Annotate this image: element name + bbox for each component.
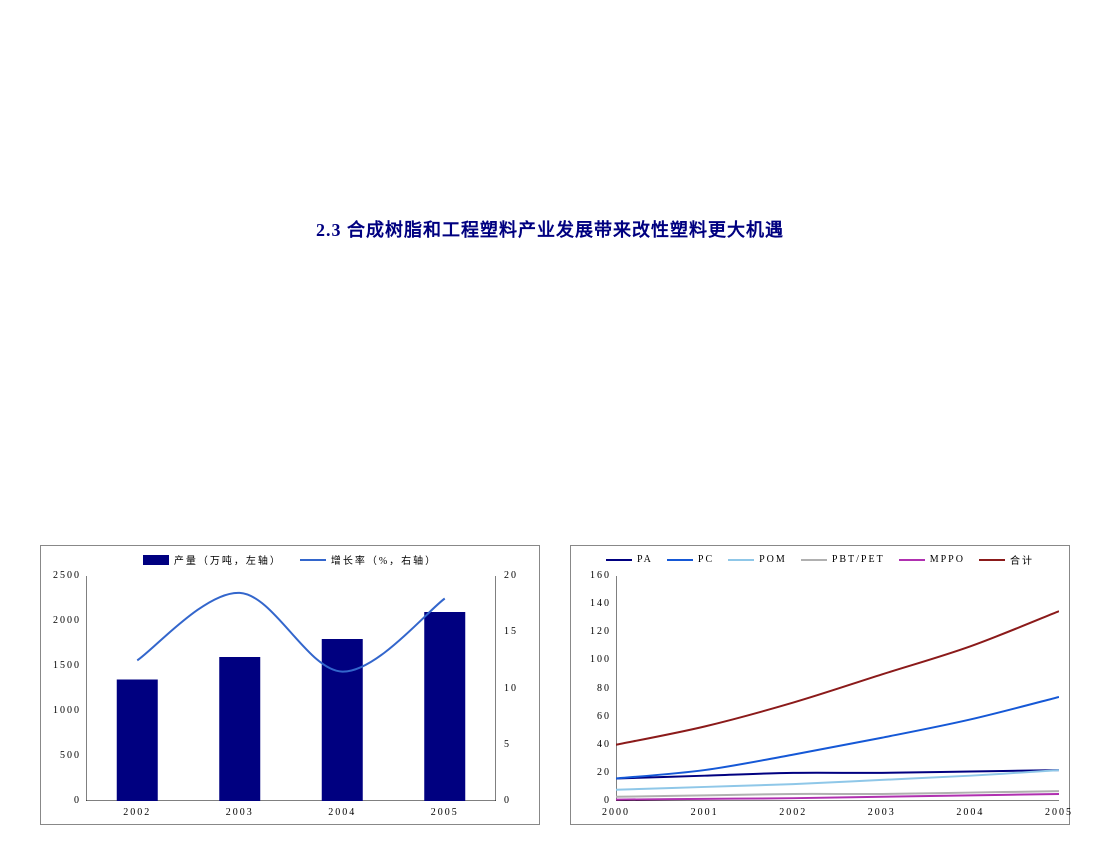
legend-label: MPPO	[930, 554, 965, 565]
y-left-tick-label: 1000	[46, 705, 81, 716]
right-plot-area: 0204060801001201401602000200120022003200…	[616, 576, 1059, 801]
x-tick-label: 2003	[862, 807, 902, 818]
y-tick-label: 60	[581, 711, 611, 722]
legend-label: POM	[759, 554, 787, 565]
y-tick-label: 80	[581, 683, 611, 694]
y-left-tick-label: 1500	[46, 660, 81, 671]
y-right-tick-label: 10	[504, 683, 518, 694]
charts-row: 产量（万吨，左轴）增长率（%，右轴） 050010001500200025000…	[40, 545, 1070, 825]
left-plot-area: 0500100015002000250005101520200220032004…	[86, 576, 496, 801]
legend-item: PBT/PET	[801, 552, 885, 567]
y-tick-label: 120	[581, 626, 611, 637]
x-tick-label: 2004	[950, 807, 990, 818]
y-tick-label: 20	[581, 767, 611, 778]
legend-swatch-line	[979, 559, 1005, 561]
bar	[219, 657, 260, 801]
legend-swatch-bar	[143, 555, 169, 565]
y-left-tick-label: 500	[46, 750, 81, 761]
y-left-tick-label: 2000	[46, 615, 81, 626]
legend-label: PC	[698, 554, 714, 565]
y-right-tick-label: 20	[504, 570, 518, 581]
legend-label: PA	[637, 554, 653, 565]
x-tick-label: 2005	[1039, 807, 1079, 818]
legend-item: PA	[606, 552, 653, 567]
legend-swatch-line	[300, 559, 326, 561]
legend-item: 产量（万吨，左轴）	[143, 552, 282, 567]
x-tick-label: 2002	[773, 807, 813, 818]
legend-item: PC	[667, 552, 714, 567]
bar	[424, 612, 465, 801]
right-chart-legend: PA PC POM PBT/PET MPPO 合计	[571, 546, 1069, 567]
series-line--	[616, 611, 1059, 745]
legend-item: POM	[728, 552, 787, 567]
legend-swatch-line	[606, 559, 632, 561]
x-tick-label: 2001	[685, 807, 725, 818]
x-tick-label: 2002	[117, 807, 157, 818]
section-heading-text: 2.3 合成树脂和工程塑料产业发展带来改性塑料更大机遇	[316, 220, 784, 240]
x-tick-label: 2004	[322, 807, 362, 818]
x-tick-label: 2003	[220, 807, 260, 818]
legend-swatch-line	[801, 559, 827, 561]
y-tick-label: 100	[581, 654, 611, 665]
series-line-pc	[616, 697, 1059, 779]
legend-label: 增长率（%，右轴）	[331, 552, 437, 567]
section-heading: 2.3 合成树脂和工程塑料产业发展带来改性塑料更大机遇	[0, 216, 1100, 242]
y-right-tick-label: 5	[504, 739, 511, 750]
legend-item: 增长率（%，右轴）	[300, 552, 437, 567]
left-chart-svg	[86, 576, 496, 801]
legend-item: 合计	[979, 552, 1034, 567]
legend-label: PBT/PET	[832, 554, 885, 565]
left-chart-legend: 产量（万吨，左轴） 增长率（%，右轴）	[41, 546, 539, 567]
y-left-tick-label: 2500	[46, 570, 81, 581]
y-tick-label: 160	[581, 570, 611, 581]
y-left-tick-label: 0	[46, 795, 81, 806]
left-chart-panel: 产量（万吨，左轴）增长率（%，右轴） 050010001500200025000…	[40, 545, 540, 825]
bar	[117, 680, 158, 802]
bar	[322, 639, 363, 801]
y-tick-label: 40	[581, 739, 611, 750]
legend-swatch-line	[899, 559, 925, 561]
growth-line	[137, 593, 445, 672]
legend-label: 产量（万吨，左轴）	[174, 552, 282, 567]
legend-swatch-line	[667, 559, 693, 561]
legend-label: 合计	[1010, 552, 1034, 567]
y-tick-label: 140	[581, 598, 611, 609]
right-chart-panel: PAPCPOMPBT/PETMPPO合计 0204060801001201401…	[570, 545, 1070, 825]
y-right-tick-label: 0	[504, 795, 511, 806]
x-tick-label: 2000	[596, 807, 636, 818]
x-tick-label: 2005	[425, 807, 465, 818]
legend-swatch-line	[728, 559, 754, 561]
y-tick-label: 0	[581, 795, 611, 806]
legend-item: MPPO	[899, 552, 965, 567]
y-right-tick-label: 15	[504, 626, 518, 637]
right-chart-svg	[616, 576, 1059, 801]
